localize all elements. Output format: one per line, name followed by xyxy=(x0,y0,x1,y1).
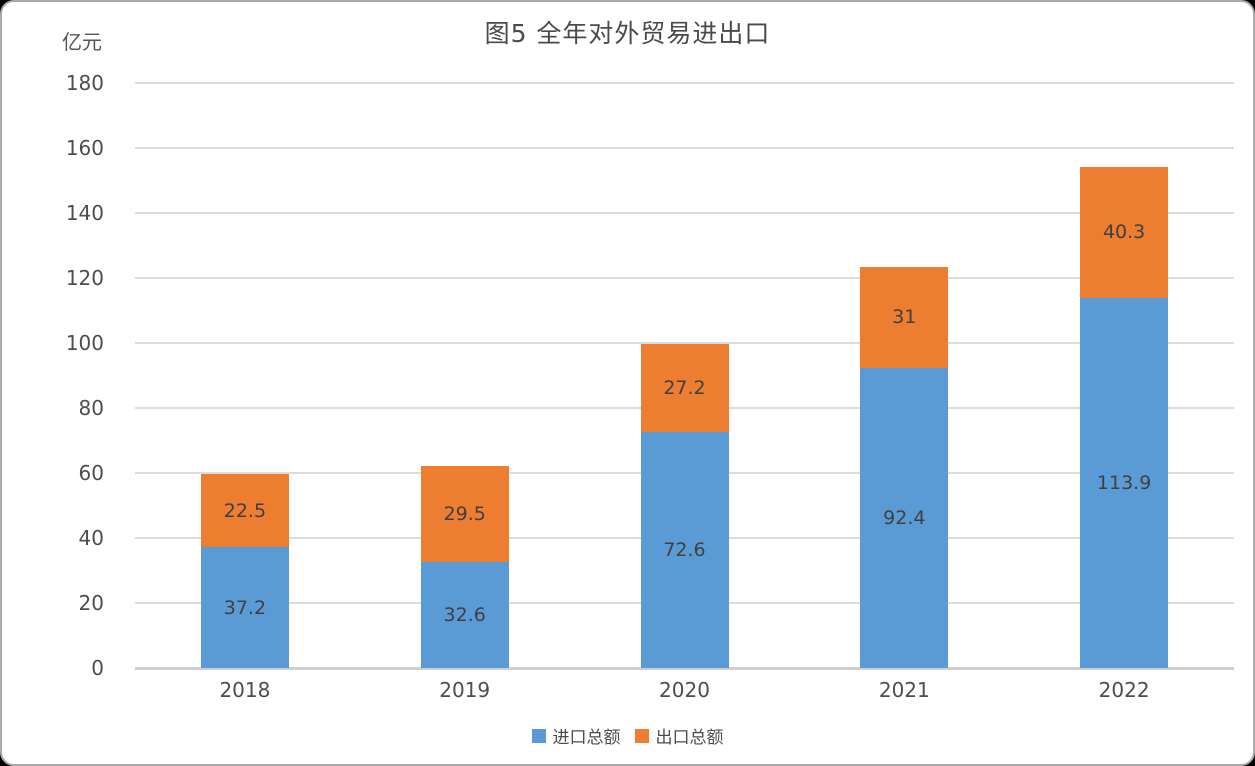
bar-segment-import: 113.9 xyxy=(1080,297,1169,668)
bar-value-label: 72.6 xyxy=(663,539,706,562)
x-axis-tick-label: 2022 xyxy=(1098,678,1150,702)
y-axis-tick-label: 80 xyxy=(78,396,104,420)
bar-group: 29.5 32.6 xyxy=(420,466,509,668)
y-axis-tick-label: 20 xyxy=(78,591,104,615)
bar-value-label: 31 xyxy=(892,306,917,329)
x-axis-tick-label: 2021 xyxy=(878,678,930,702)
y-axis-tick-label: 100 xyxy=(65,331,104,355)
bar-value-label: 27.2 xyxy=(663,376,706,399)
bar-value-label: 40.3 xyxy=(1102,221,1146,244)
legend-label: 出口总额 xyxy=(655,728,724,748)
gridline xyxy=(135,342,1234,344)
legend-swatch-export xyxy=(634,728,649,743)
x-axis-tick-label: 2018 xyxy=(219,678,271,702)
y-axis-tick-label: 40 xyxy=(78,526,104,550)
y-axis-tick-label: 120 xyxy=(65,266,104,290)
x-axis-tick-label: 2020 xyxy=(659,678,710,702)
bar-group: 22.5 37.2 xyxy=(200,473,289,668)
y-axis-tick-label: 140 xyxy=(65,201,104,225)
bar-segment-import: 72.6 xyxy=(640,432,729,668)
y-axis-tick-label: 60 xyxy=(78,461,104,485)
y-axis-unit-label: 亿元 xyxy=(62,30,102,54)
bar-value-label: 37.2 xyxy=(223,596,267,619)
bar-value-label: 22.5 xyxy=(223,499,267,522)
bar-value-label: 32.6 xyxy=(443,604,486,627)
y-axis-tick-label: 0 xyxy=(91,656,104,680)
chart-title: 图5 全年对外贸易进出口 xyxy=(484,19,771,48)
bar-segment-export: 22.5 xyxy=(200,473,289,548)
bar-segment-import: 37.2 xyxy=(200,547,289,668)
bar-segment-import: 92.4 xyxy=(860,367,949,668)
bar-segment-import: 32.6 xyxy=(420,562,509,668)
bar-group: 31 92.4 xyxy=(860,266,949,668)
plot-area: 0 20 40 60 80 100 120 140 160 180 22.5 37.2 2018 29.5… xyxy=(66,71,1234,702)
y-axis-tick-label: 160 xyxy=(65,136,104,160)
x-axis-tick-label: 2019 xyxy=(439,678,491,702)
bar-segment-export: 29.5 xyxy=(420,466,509,563)
bar-value-label: 113.9 xyxy=(1096,471,1152,494)
legend-item: 出口总额 xyxy=(634,723,724,748)
y-axis-tick-label: 180 xyxy=(65,71,104,95)
gridline xyxy=(135,212,1234,214)
bar-value-label: 92.4 xyxy=(883,506,926,529)
gridline xyxy=(135,147,1234,149)
bar-segment-export: 31 xyxy=(860,266,949,368)
gridline xyxy=(135,82,1234,84)
bar-segment-export: 27.2 xyxy=(640,343,729,433)
x-axis-baseline xyxy=(135,667,1234,670)
bar-segment-export: 40.3 xyxy=(1080,166,1169,298)
legend-item: 进口总额 xyxy=(531,723,621,748)
bar-group: 27.2 72.6 xyxy=(640,343,729,668)
legend-swatch-import xyxy=(531,728,546,743)
bar-group: 40.3 113.9 xyxy=(1080,166,1169,668)
bar-value-label: 29.5 xyxy=(443,503,486,526)
legend-label: 进口总额 xyxy=(552,728,621,748)
gridline xyxy=(135,277,1234,279)
legend: 进口总额 出口总额 xyxy=(2,723,1253,748)
